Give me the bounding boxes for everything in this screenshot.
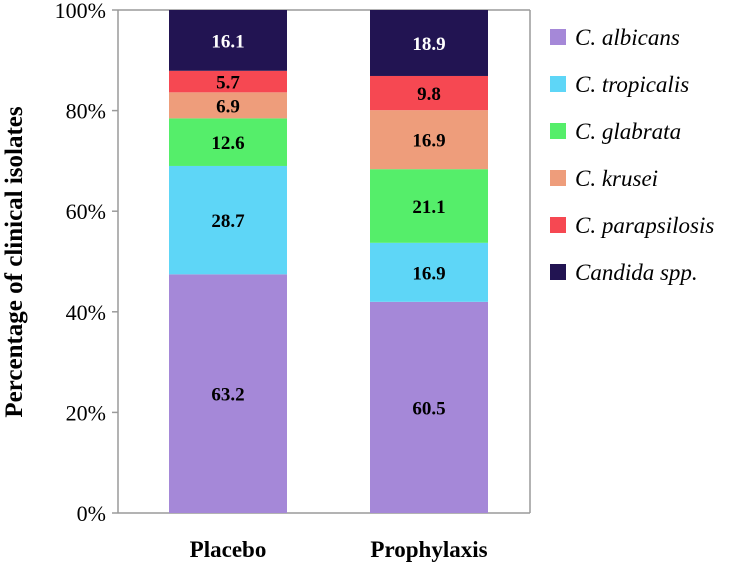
legend-label: C. parapsilosis bbox=[575, 213, 714, 238]
bars: 63.2 28.7 12.6 6.95.7 16.1 60.5 16.9 21.1 16.9 9.… bbox=[169, 10, 488, 513]
bar-segment-placebo-0 bbox=[169, 274, 287, 513]
data-label: 6.9 bbox=[216, 96, 240, 117]
data-label: 5.7 bbox=[216, 73, 240, 94]
legend-label: C. krusei bbox=[575, 166, 658, 191]
bar-segment-prophylaxis-0 bbox=[370, 301, 488, 513]
y-tick-label: 100% bbox=[55, 0, 106, 23]
x-axis-ticks: Placebo Prophylaxis bbox=[190, 537, 488, 562]
bar-segment-placebo-1 bbox=[169, 165, 287, 275]
bar-segment-placebo-4 bbox=[169, 70, 287, 93]
data-label: 16.9 bbox=[412, 131, 445, 152]
bar-segment-prophylaxis-2 bbox=[370, 169, 488, 243]
x-category-label: Prophylaxis bbox=[370, 537, 487, 562]
bar-segment-placebo-3 bbox=[169, 92, 287, 119]
bar-segment-prophylaxis-4 bbox=[370, 75, 488, 111]
y-tick-label: 60% bbox=[66, 199, 106, 224]
bar-segment-prophylaxis-1 bbox=[370, 242, 488, 302]
legend-label: C. glabrata bbox=[575, 119, 681, 144]
legend-swatch bbox=[550, 170, 566, 186]
data-label: 28.7 bbox=[211, 211, 245, 232]
data-label: 18.9 bbox=[412, 34, 445, 55]
y-axis-label: Percentage of clinical isolates bbox=[1, 106, 28, 418]
bar-segment-prophylaxis-5 bbox=[370, 10, 488, 76]
legend-swatch bbox=[550, 217, 566, 233]
data-label: 12.6 bbox=[211, 133, 244, 154]
bar-segment-prophylaxis-3 bbox=[370, 110, 488, 170]
data-label: 60.5 bbox=[412, 398, 445, 419]
legend-label: C. albicans bbox=[575, 25, 680, 50]
legend: C. albicans C. tropicalis C. glabrata C. kr… bbox=[550, 25, 714, 285]
legend-swatch bbox=[550, 29, 566, 45]
y-tick-label: 20% bbox=[66, 400, 106, 425]
legend-label: Candida spp. bbox=[575, 260, 698, 285]
y-axis-ticks: 0% 20% 40% 60% 80% 100% bbox=[55, 0, 118, 526]
bar-segment-placebo-5 bbox=[169, 10, 287, 71]
data-label: 16.1 bbox=[211, 31, 244, 52]
y-tick-label: 0% bbox=[77, 501, 106, 526]
legend-label: C. tropicalis bbox=[575, 72, 689, 97]
legend-swatch bbox=[550, 76, 566, 92]
x-category-label: Placebo bbox=[190, 537, 267, 562]
bar-segment-placebo-2 bbox=[169, 118, 287, 166]
data-label: 63.2 bbox=[211, 385, 244, 406]
data-label: 9.8 bbox=[417, 84, 441, 105]
legend-swatch bbox=[550, 264, 566, 280]
data-label: 21.1 bbox=[412, 197, 445, 218]
data-label: 16.9 bbox=[412, 263, 445, 284]
legend-swatch bbox=[550, 123, 566, 139]
y-tick-label: 40% bbox=[66, 300, 106, 325]
y-tick-label: 80% bbox=[66, 99, 106, 124]
